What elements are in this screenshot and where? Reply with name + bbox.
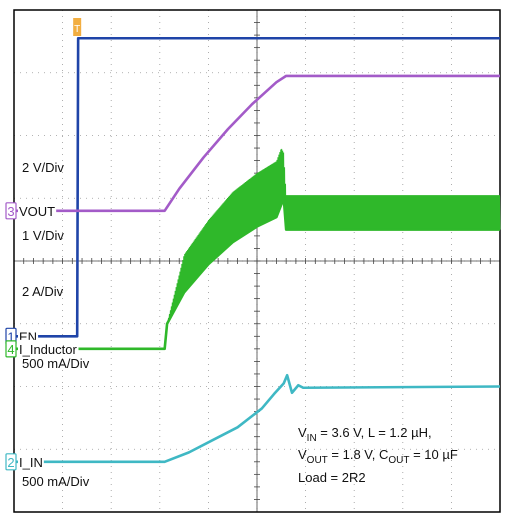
channel-marker-number: 1 bbox=[7, 329, 14, 344]
note-cout-sub: OUT bbox=[388, 455, 409, 466]
scale-extra: 2 A/Div bbox=[22, 284, 64, 299]
note-vout-label: V bbox=[298, 447, 307, 462]
channel-marker-box bbox=[5, 202, 17, 220]
scale-iinductor: 500 mA/Div bbox=[22, 356, 90, 371]
note-line2-mid: = 1.8 V, C bbox=[328, 447, 389, 462]
trace-vout bbox=[14, 74, 500, 213]
trigger-marker-shape bbox=[73, 18, 82, 36]
channel-label-i-in: 2 I_IN bbox=[5, 452, 44, 471]
inductor-ripple-band bbox=[166, 148, 501, 324]
trigger-marker: T bbox=[73, 18, 82, 36]
channel-marker-box bbox=[5, 340, 17, 358]
trigger-marker-letter: T bbox=[74, 24, 80, 35]
note-vout-sub: OUT bbox=[307, 455, 328, 466]
channel-marker-number: 3 bbox=[7, 204, 14, 219]
channel-name-bg bbox=[18, 201, 57, 219]
channel-marker-number: 4 bbox=[7, 342, 14, 357]
note-line1-rest: = 3.6 V, L = 1.2 µH, bbox=[317, 425, 432, 440]
test-conditions-note: VIN = 3.6 V, L = 1.2 µH, VOUT = 1.8 V, C… bbox=[298, 425, 458, 485]
scope-frame bbox=[13, 9, 501, 513]
channel-name-bg bbox=[18, 339, 79, 357]
channel-label-vout: 3 VOUT bbox=[5, 201, 57, 220]
trace-en bbox=[14, 36, 500, 338]
traces bbox=[14, 36, 501, 464]
channel-name: I_IN bbox=[19, 455, 43, 470]
note-load: Load = 2R2 bbox=[298, 470, 366, 485]
scale-en: 2 V/Div bbox=[22, 160, 64, 175]
trace-i-inductor bbox=[14, 196, 500, 351]
note-line2-rest: = 10 µF bbox=[409, 447, 457, 462]
scale-vout: 1 V/Div bbox=[22, 228, 64, 243]
svg-text:VIN = 3.6 V, L = 1.2 µH,: VIN = 3.6 V, L = 1.2 µH, bbox=[298, 425, 432, 444]
channel-name-bg bbox=[18, 452, 44, 470]
channel-label-i-inductor: 4 I_Inductor bbox=[5, 339, 79, 358]
channel-name: VOUT bbox=[19, 204, 55, 219]
note-vin-label: V bbox=[298, 425, 307, 440]
note-vin-sub: IN bbox=[307, 433, 317, 444]
svg-text:VOUT = 1.8 V, COUT = 10 µF: VOUT = 1.8 V, COUT = 10 µF bbox=[298, 447, 458, 466]
trace-i-in bbox=[14, 373, 501, 464]
channel-name: I_Inductor bbox=[19, 342, 77, 357]
channel-marker-box bbox=[5, 453, 17, 471]
channel-marker-number: 2 bbox=[7, 455, 14, 470]
scale-iin: 500 mA/Div bbox=[22, 474, 90, 489]
